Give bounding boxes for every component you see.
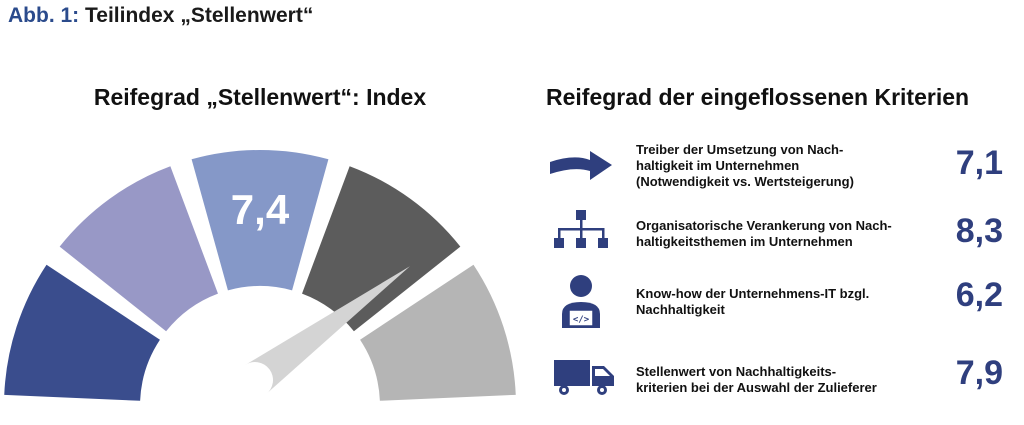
figure-title-text: Teilindex „Stellenwert“: [85, 4, 314, 27]
figure-prefix: Abb. 1:: [8, 4, 80, 27]
truck-icon: [548, 350, 618, 410]
gauge-needle: [244, 266, 410, 395]
criterion-label: Know-how der Unternehmens-IT bzgl. Nachh…: [636, 286, 870, 317]
criterion-value: 8,3: [955, 212, 1003, 250]
developer-icon: </>: [548, 272, 618, 332]
gauge-heading: Reifegrad „Stellenwert“: Index: [93, 84, 427, 110]
criterion-label: Stellenwert von Nachhaltigkeits- kriteri…: [636, 364, 877, 395]
gauge-segment: [360, 264, 516, 401]
svg-text:</>: </>: [573, 315, 590, 325]
criterion-row: Stellenwert von Nachhaltigkeits- kriteri…: [548, 350, 1018, 410]
figure-title: Abb. 1: Teilindex „Stellenwert“: [8, 4, 313, 28]
criteria-heading: Reifegrad der eingeflossenen Kriterien: [546, 84, 970, 110]
criterion-label: Organisatorische Verankerung von Nach- h…: [636, 218, 892, 249]
criterion-row: Organisatorische Verankerung von Nach- h…: [548, 206, 1018, 266]
gauge-chart: 7,4: [4, 150, 516, 401]
gauge-segment: [302, 166, 461, 332]
criterion-value: 7,1: [955, 144, 1003, 182]
gauge-segment: [4, 264, 160, 401]
gauge-segment: [59, 166, 218, 332]
criterion-value: 6,2: [955, 276, 1003, 314]
criterion-row: </> Know-how der Unternehmens-IT bzgl. N…: [548, 272, 1018, 332]
arrow-icon: [548, 140, 618, 200]
criterion-row: Treiber der Umsetzung von Nach- haltigke…: [548, 140, 1018, 200]
gauge-segment: [191, 150, 329, 291]
org-chart-icon: [548, 206, 618, 266]
gauge-value-label: 7,4: [231, 186, 290, 233]
criterion-value: 7,9: [955, 354, 1003, 392]
criterion-label: Treiber der Umsetzung von Nach- haltigke…: [636, 142, 854, 189]
